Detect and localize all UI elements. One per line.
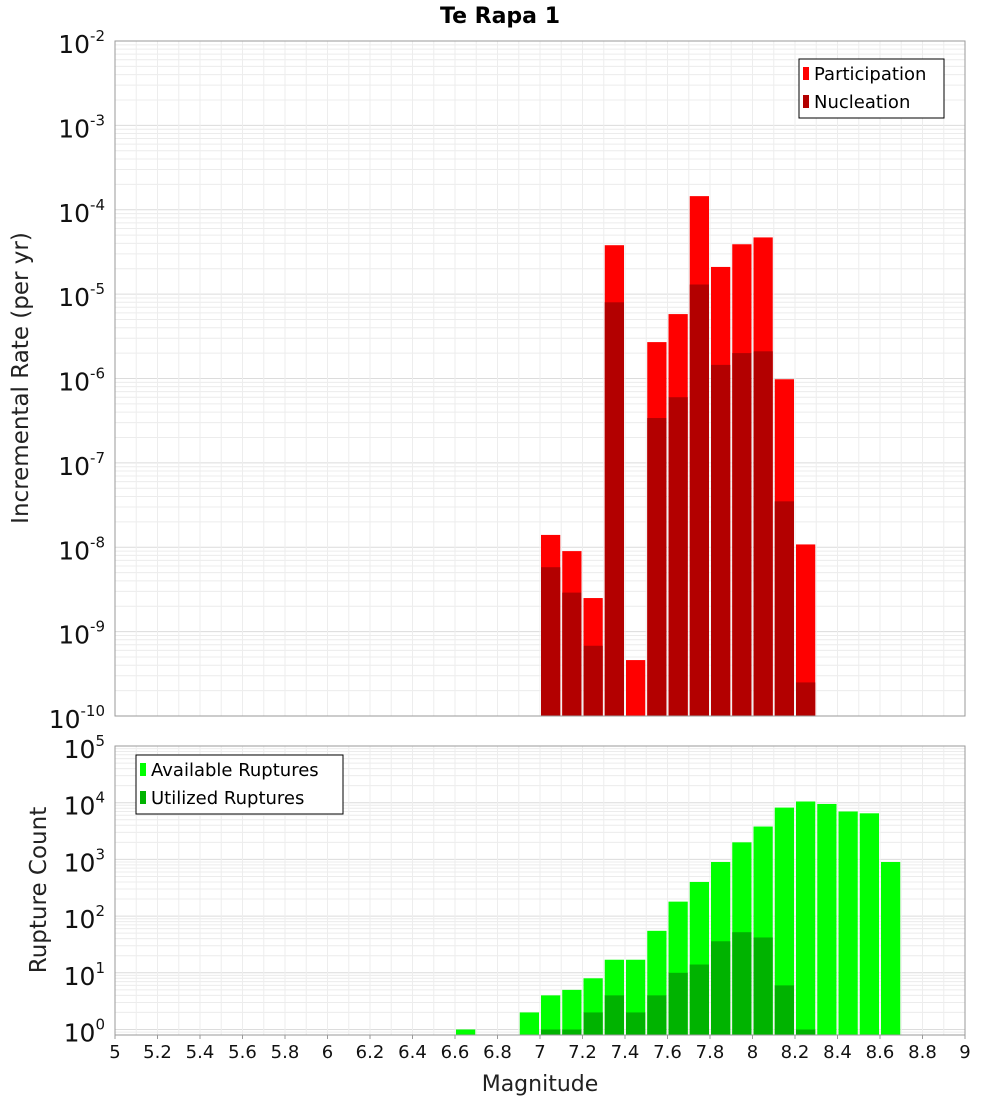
legend-participation-swatch — [803, 67, 809, 80]
legend-participation-label: Participation — [814, 64, 926, 85]
bottom-legend-box — [135, 754, 344, 815]
x-axis-label: Magnitude — [482, 1072, 599, 1097]
bar-utilized-ruptures — [796, 1029, 816, 1035]
y-tick-label: 101 — [64, 959, 105, 991]
top-bars — [541, 196, 816, 717]
y-tick-label: 104 — [64, 789, 105, 821]
bar-utilized-ruptures — [604, 995, 624, 1035]
y-tick-label: 102 — [64, 902, 105, 934]
y-tick-label: 10-5 — [58, 280, 105, 312]
bottom-plot: 100 101 102 103 104 105 5 5.2 5.4 5.6 5.8 6 6.2 6.4 6… — [26, 732, 971, 1097]
x-tick-label: 5.8 — [271, 1042, 300, 1063]
bottom-y-axis-label: Rupture Count — [26, 807, 52, 973]
bar-nucleation — [774, 501, 794, 716]
x-tick-label: 7.6 — [653, 1042, 682, 1063]
bar-utilized-ruptures — [753, 937, 773, 1035]
top-y-axis-label: Incremental Rate (per yr) — [8, 232, 34, 524]
top-plot-border — [114, 40, 966, 717]
bar-available-ruptures — [817, 803, 837, 1035]
y-tick-label: 103 — [64, 845, 105, 877]
x-tick-label: 6.2 — [356, 1042, 385, 1063]
y-tick-label: 105 — [64, 732, 105, 764]
x-tick-label: 7.2 — [568, 1042, 597, 1063]
y-tick-label: 10-9 — [58, 618, 105, 650]
bar-available-ruptures — [881, 861, 901, 1035]
bar-nucleation — [562, 592, 582, 716]
x-tick-label: 6.6 — [441, 1042, 470, 1063]
bottom-legend[interactable]: Available Ruptures Utilized Ruptures — [135, 754, 344, 815]
bar-available-ruptures — [774, 807, 794, 1035]
bar-available-ruptures — [562, 989, 582, 1035]
x-tick-label: 6.4 — [398, 1042, 427, 1063]
bar-nucleation — [732, 353, 752, 716]
bar-utilized-ruptures — [711, 941, 731, 1035]
bar-utilized-ruptures — [583, 1012, 603, 1035]
bar-available-ruptures — [456, 1029, 476, 1035]
bar-utilized-ruptures — [774, 985, 794, 1035]
bar-nucleation — [604, 302, 624, 716]
chart-title: Te Rapa 1 — [440, 4, 560, 29]
legend-utilized-ruptures-label: Utilized Ruptures — [151, 788, 304, 809]
legend-available-ruptures-swatch — [140, 763, 146, 776]
x-tick-label: 9 — [959, 1042, 970, 1063]
x-tick-label: 5.2 — [143, 1042, 172, 1063]
legend-nucleation-swatch — [803, 95, 809, 108]
bar-utilized-ruptures — [562, 1029, 582, 1035]
x-tick-label: 7 — [534, 1042, 545, 1063]
bar-available-ruptures — [541, 995, 561, 1035]
y-tick-label: 10-10 — [49, 702, 105, 734]
x-tick-label: 8.6 — [866, 1042, 895, 1063]
x-tick-label: 5.4 — [186, 1042, 215, 1063]
bar-nucleation — [689, 284, 709, 716]
bar-participation — [626, 660, 646, 716]
bar-available-ruptures — [859, 813, 879, 1035]
x-tick-labels: 5 5.2 5.4 5.6 5.8 6 6.2 6.4 6.6 6.8 7 7.2 7.4 7.6 7.8 8… — [109, 1035, 971, 1063]
bar-available-ruptures — [796, 801, 816, 1035]
y-tick-label: 10-4 — [58, 196, 105, 228]
bar-participation — [796, 544, 816, 716]
bar-utilized-ruptures — [668, 972, 688, 1035]
x-tick-label: 8.8 — [908, 1042, 937, 1063]
bottom-y-tick-labels: 100 101 102 103 104 105 — [64, 732, 105, 1048]
x-tick-label: 8.4 — [823, 1042, 852, 1063]
bar-nucleation — [541, 567, 561, 716]
legend-nucleation-label: Nucleation — [814, 92, 910, 113]
bar-nucleation — [668, 397, 688, 716]
top-gridlines — [114, 40, 966, 717]
bar-available-ruptures — [838, 811, 858, 1035]
bar-available-ruptures — [519, 1012, 539, 1035]
y-tick-label: 10-7 — [58, 449, 105, 481]
x-tick-label: 5 — [109, 1042, 120, 1063]
legend-available-ruptures-label: Available Ruptures — [151, 760, 319, 781]
bar-utilized-ruptures — [689, 964, 709, 1035]
x-tick-label: 7.4 — [611, 1042, 640, 1063]
y-tick-label: 10-6 — [58, 365, 105, 397]
bottom-bars — [456, 801, 901, 1035]
bar-utilized-ruptures — [732, 932, 752, 1035]
y-tick-label: 10-8 — [58, 533, 105, 565]
bar-nucleation — [583, 645, 603, 716]
x-tick-label: 5.6 — [228, 1042, 257, 1063]
y-tick-label: 10-2 — [58, 27, 105, 59]
bar-nucleation — [796, 682, 816, 716]
legend-utilized-ruptures-swatch — [140, 791, 146, 804]
bar-utilized-ruptures — [647, 995, 667, 1035]
x-tick-label: 7.8 — [696, 1042, 725, 1063]
top-legend-box — [798, 58, 945, 119]
bar-utilized-ruptures — [541, 1029, 561, 1035]
y-tick-label: 100 — [64, 1016, 105, 1048]
x-tick-label: 8 — [747, 1042, 758, 1063]
bar-utilized-ruptures — [626, 1012, 646, 1035]
top-legend[interactable]: Participation Nucleation — [798, 58, 945, 119]
x-tick-label: 6 — [322, 1042, 333, 1063]
x-tick-label: 6.8 — [483, 1042, 512, 1063]
top-plot: 10-10 10-9 10-8 10-7 10-6 10-5 10-4 10-3 10-2 In… — [8, 27, 966, 734]
bar-nucleation — [647, 418, 667, 716]
x-tick-label: 8.2 — [781, 1042, 810, 1063]
top-y-tick-labels: 10-10 10-9 10-8 10-7 10-6 10-5 10-4 10-3 10-2 — [49, 27, 105, 734]
bar-nucleation — [753, 351, 773, 716]
bar-nucleation — [711, 364, 731, 716]
y-tick-label: 10-3 — [58, 111, 105, 143]
